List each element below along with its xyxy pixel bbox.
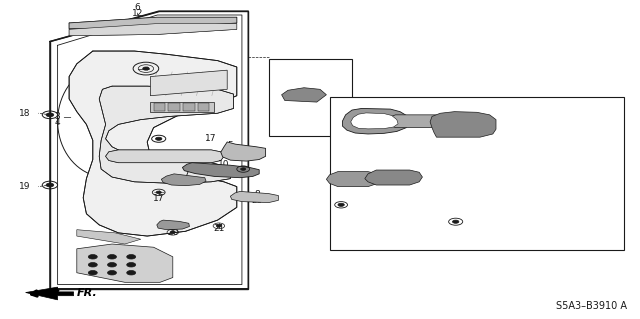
Circle shape <box>156 137 162 140</box>
Polygon shape <box>365 170 422 185</box>
Text: 17: 17 <box>396 118 408 127</box>
Text: 17: 17 <box>153 194 164 203</box>
Text: 12: 12 <box>132 9 143 18</box>
Circle shape <box>108 263 116 267</box>
Polygon shape <box>342 108 410 134</box>
Circle shape <box>170 231 175 234</box>
Text: 6: 6 <box>135 4 140 12</box>
Text: 17: 17 <box>450 224 461 233</box>
Circle shape <box>127 271 136 275</box>
Circle shape <box>88 271 97 275</box>
Text: FR.: FR. <box>77 288 97 299</box>
Text: 2: 2 <box>170 222 175 231</box>
Circle shape <box>127 255 136 259</box>
Text: 13: 13 <box>449 134 460 143</box>
Polygon shape <box>99 86 234 183</box>
Text: 4: 4 <box>55 118 60 127</box>
Circle shape <box>88 255 97 259</box>
Text: 17: 17 <box>205 134 217 143</box>
Circle shape <box>88 263 97 267</box>
Text: 16: 16 <box>409 126 420 135</box>
Text: 20: 20 <box>342 200 353 209</box>
Text: 20: 20 <box>167 228 179 237</box>
Circle shape <box>241 168 246 170</box>
Polygon shape <box>154 103 165 111</box>
Polygon shape <box>351 113 398 129</box>
Text: 7: 7 <box>183 170 188 179</box>
Polygon shape <box>230 191 278 203</box>
Polygon shape <box>69 17 237 29</box>
Polygon shape <box>221 142 266 161</box>
Circle shape <box>156 191 161 194</box>
Polygon shape <box>384 115 448 128</box>
Polygon shape <box>150 102 214 112</box>
Polygon shape <box>168 103 180 111</box>
Text: 8: 8 <box>255 190 260 199</box>
Circle shape <box>216 225 221 227</box>
Text: 19: 19 <box>19 182 30 191</box>
Text: 22: 22 <box>180 176 191 185</box>
Circle shape <box>46 113 54 117</box>
Polygon shape <box>106 150 224 163</box>
Polygon shape <box>50 11 248 289</box>
Circle shape <box>338 203 344 206</box>
Text: 3: 3 <box>55 112 60 121</box>
Polygon shape <box>157 220 189 230</box>
Polygon shape <box>430 112 496 137</box>
Circle shape <box>108 255 116 259</box>
Text: 23: 23 <box>252 196 263 205</box>
Text: 5: 5 <box>228 141 233 150</box>
Polygon shape <box>77 244 173 282</box>
Text: 18: 18 <box>19 109 30 118</box>
Polygon shape <box>198 103 209 111</box>
Polygon shape <box>26 287 74 300</box>
Polygon shape <box>69 24 237 36</box>
Text: S5A3–B3910 A: S5A3–B3910 A <box>556 300 627 311</box>
Polygon shape <box>182 163 259 178</box>
Bar <box>269 59 352 136</box>
Polygon shape <box>150 70 227 96</box>
Text: 10: 10 <box>218 160 230 169</box>
Circle shape <box>143 67 149 70</box>
Polygon shape <box>77 230 141 244</box>
Circle shape <box>452 220 459 223</box>
Text: 14: 14 <box>361 126 372 135</box>
Text: 17: 17 <box>237 166 249 174</box>
Polygon shape <box>69 51 237 236</box>
Polygon shape <box>282 88 326 102</box>
Text: 1: 1 <box>351 191 356 200</box>
Polygon shape <box>326 172 381 187</box>
Bar <box>330 97 624 250</box>
Circle shape <box>108 271 116 275</box>
Text: 15: 15 <box>285 84 297 93</box>
Circle shape <box>46 183 54 187</box>
Circle shape <box>127 263 136 267</box>
Polygon shape <box>183 103 195 111</box>
Text: 21: 21 <box>213 224 225 233</box>
Text: 11: 11 <box>225 146 236 155</box>
Polygon shape <box>161 174 206 186</box>
Text: 9: 9 <box>289 78 294 87</box>
